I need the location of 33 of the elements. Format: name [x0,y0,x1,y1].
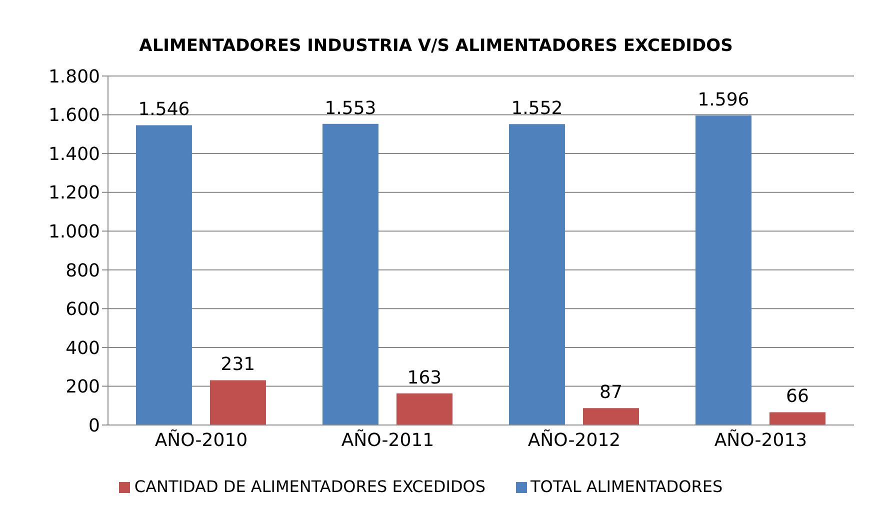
x-tick-label: AÑO-2013 [714,428,808,451]
y-tick-label: 800 [66,260,100,282]
data-label: 66 [786,386,809,408]
y-tick-label: 1.200 [48,182,100,204]
data-label: 163 [407,367,442,388]
y-tick-label: 600 [66,299,100,320]
y-tick-label: 1.600 [48,105,100,126]
data-label: 231 [220,354,256,376]
data-label: 1.546 [138,99,190,120]
legend-label: TOTAL ALIMENTADORES [530,477,723,496]
x-tick-label: AÑO-2011 [341,428,434,451]
data-label: 1.596 [698,90,750,111]
y-tick-label: 1.800 [48,66,100,88]
bar [322,124,378,425]
data-label: 87 [600,382,622,404]
bar [582,408,639,425]
data-label: 1.552 [511,98,563,120]
bar [508,124,565,425]
chart-title: ALIMENTADORES INDUSTRIA V/S ALIMENTADORES EXCEDIDOS [138,35,734,58]
x-tick-label: AÑO-2012 [528,428,621,451]
bar [396,393,452,425]
y-tick-label: 1.400 [48,144,100,165]
y-tick-label: 400 [66,338,100,359]
data-label: 1.553 [324,98,376,119]
y-tick-label: 0 [88,415,100,436]
bar [210,380,266,425]
legend-label: CANTIDAD DE ALIMENTADORES EXCEDIDOS [134,477,486,496]
y-tick-label: 200 [66,376,100,398]
x-tick-label: AÑO-2010 [154,428,248,451]
bar [136,125,192,425]
y-tick-label: 1.000 [48,222,100,242]
bar [769,412,826,425]
bar [695,116,752,425]
